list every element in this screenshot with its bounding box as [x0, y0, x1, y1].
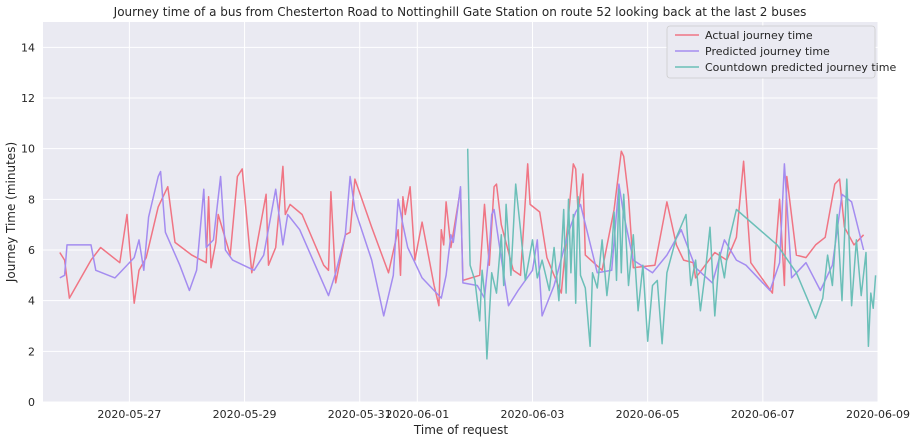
y-tick-label: 0	[28, 396, 35, 409]
y-tick-label: 10	[21, 143, 35, 156]
legend-label-predicted: Predicted journey time	[705, 45, 830, 58]
x-tick-label: 2020-05-31	[328, 408, 392, 421]
x-axis-label: Time of request	[413, 423, 508, 437]
x-tick-label: 2020-06-01	[385, 408, 449, 421]
y-axis-label: Journey Time (minutes)	[4, 142, 18, 283]
series-lines	[59, 148, 877, 360]
predicted-journey-time-line	[59, 163, 865, 317]
y-tick-label: 8	[28, 193, 35, 206]
x-tick-label: 2020-06-09	[846, 408, 910, 421]
legend-box	[666, 25, 876, 79]
x-tick-label: 2020-05-29	[213, 408, 277, 421]
legend-label-countdown: Countdown predicted journey time	[705, 61, 896, 74]
legend: Actual journey time Predicted journey ti…	[666, 25, 896, 79]
legend-label-actual: Actual journey time	[705, 29, 813, 42]
grid-lines	[43, 22, 879, 403]
x-tick-label: 2020-06-05	[616, 408, 680, 421]
y-tick-label: 14	[21, 41, 35, 54]
y-tick-labels: 0 2 4 6 8 10 12 14	[21, 41, 35, 409]
countdown-predicted-journey-time-line	[466, 148, 877, 360]
x-tick-labels: 2020-05-27 2020-05-29 2020-05-312020-06-01…	[97, 408, 910, 421]
y-tick-label: 6	[28, 244, 35, 257]
chart-title: Journey time of a bus from Chesterton Ro…	[113, 5, 807, 19]
x-tick-label: 2020-06-07	[731, 408, 795, 421]
x-tick-label: 2020-05-27	[97, 408, 161, 421]
y-tick-label: 2	[28, 345, 35, 358]
y-tick-label: 12	[21, 92, 35, 105]
actual-journey-time-line	[59, 150, 865, 307]
y-tick-label: 4	[28, 295, 35, 308]
x-tick-label: 2020-06-03	[501, 408, 565, 421]
